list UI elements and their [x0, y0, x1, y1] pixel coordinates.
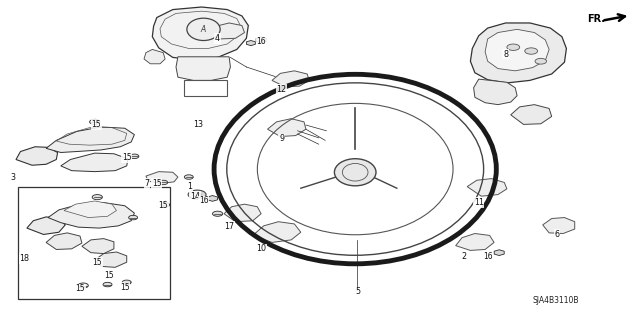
Circle shape [212, 211, 223, 216]
Polygon shape [95, 252, 127, 267]
Text: 15: 15 [91, 120, 101, 129]
Text: 5: 5 [356, 287, 361, 296]
Polygon shape [207, 196, 218, 201]
Polygon shape [268, 119, 306, 137]
Polygon shape [494, 250, 504, 256]
Circle shape [161, 203, 170, 207]
Text: A: A [201, 25, 206, 34]
Bar [18, 187, 170, 299]
Text: 16: 16 [198, 197, 209, 205]
Text: 3: 3 [10, 173, 15, 182]
Polygon shape [256, 37, 266, 43]
Ellipse shape [187, 18, 220, 41]
Text: 9: 9 [279, 134, 284, 143]
Polygon shape [272, 71, 309, 87]
Text: 1: 1 [188, 182, 193, 191]
Polygon shape [467, 179, 507, 196]
Ellipse shape [335, 159, 376, 186]
Polygon shape [511, 105, 552, 124]
Polygon shape [485, 29, 549, 71]
Circle shape [129, 215, 138, 220]
Text: 15: 15 [104, 271, 114, 280]
Polygon shape [27, 217, 65, 234]
Circle shape [92, 195, 102, 200]
Polygon shape [543, 218, 575, 234]
Polygon shape [48, 203, 134, 228]
Circle shape [130, 154, 139, 159]
Polygon shape [16, 147, 58, 165]
Polygon shape [46, 233, 82, 249]
Text: 12: 12 [276, 85, 287, 94]
Text: 18: 18 [19, 254, 29, 263]
Polygon shape [246, 41, 255, 46]
Polygon shape [144, 49, 165, 64]
Text: 11: 11 [474, 198, 484, 207]
Polygon shape [146, 172, 178, 183]
Polygon shape [474, 79, 517, 105]
Text: 15: 15 [122, 153, 132, 162]
Circle shape [122, 280, 131, 285]
Text: 17: 17 [224, 222, 234, 231]
Polygon shape [456, 234, 494, 250]
Text: 16: 16 [483, 252, 493, 261]
Text: 10: 10 [256, 244, 266, 253]
Polygon shape [64, 201, 116, 218]
Circle shape [535, 58, 547, 64]
Text: FR.: FR. [588, 14, 605, 24]
Text: 13: 13 [193, 120, 204, 129]
Polygon shape [46, 127, 134, 152]
Text: 2: 2 [461, 252, 467, 261]
Circle shape [90, 119, 100, 124]
Polygon shape [210, 23, 244, 39]
Text: 15: 15 [152, 179, 162, 188]
Polygon shape [61, 153, 128, 172]
Text: 15: 15 [92, 258, 102, 267]
Text: SJA4B3110B: SJA4B3110B [532, 296, 579, 305]
Text: 15: 15 [158, 201, 168, 210]
Text: 15: 15 [120, 283, 130, 292]
Circle shape [159, 180, 168, 185]
Polygon shape [224, 204, 261, 222]
Circle shape [188, 190, 206, 199]
Text: 15: 15 [75, 284, 85, 293]
Circle shape [184, 175, 193, 179]
Polygon shape [82, 239, 114, 254]
Text: 4: 4 [215, 34, 220, 43]
Polygon shape [470, 23, 566, 83]
Text: 6: 6 [554, 230, 559, 239]
Text: 14: 14 [190, 192, 200, 201]
Circle shape [525, 48, 538, 54]
Text: 16: 16 [256, 37, 266, 46]
Polygon shape [176, 57, 230, 80]
Text: 8: 8 [503, 50, 508, 59]
Polygon shape [253, 222, 301, 242]
Circle shape [507, 44, 520, 50]
Circle shape [103, 282, 112, 287]
Text: 7: 7 [145, 179, 150, 188]
Circle shape [78, 283, 88, 288]
Polygon shape [152, 7, 248, 60]
